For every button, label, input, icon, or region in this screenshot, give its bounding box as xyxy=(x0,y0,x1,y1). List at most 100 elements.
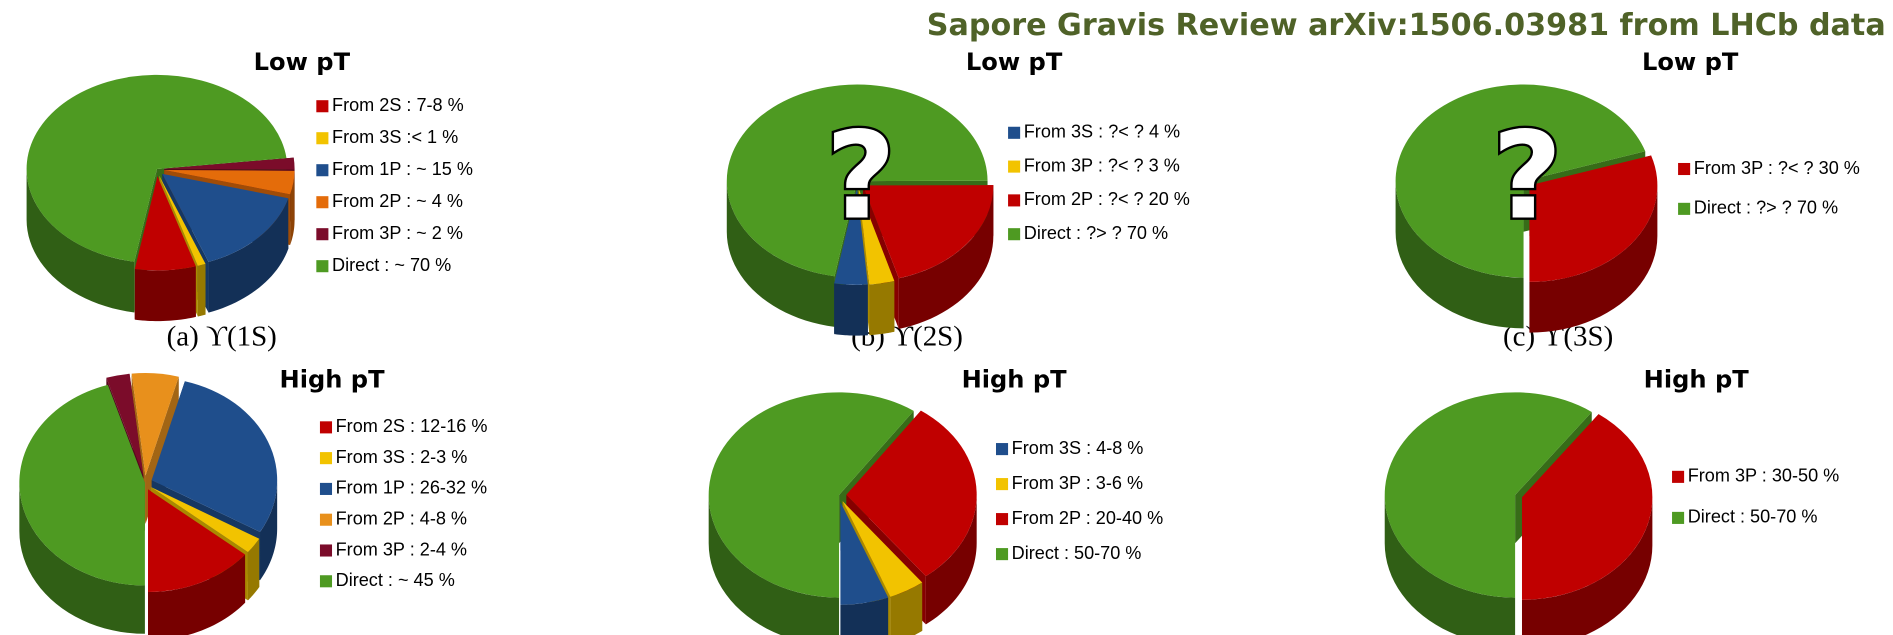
slice-side xyxy=(134,266,196,322)
legend-label: From 1P : ~ 15 % xyxy=(332,159,473,179)
legend-swatch xyxy=(316,260,329,273)
legend-label: Direct : ?> ? 70 % xyxy=(1024,223,1168,243)
legend-swatch xyxy=(319,575,333,588)
legend-swatch xyxy=(319,544,333,557)
chart-title: Low pT xyxy=(1642,48,1739,76)
slice xyxy=(1529,155,1658,282)
slice xyxy=(26,74,287,262)
legend-label: From 2S : 12-16 % xyxy=(336,416,488,436)
slice-side xyxy=(890,582,923,635)
legend-label: From 2S : 7-8 % xyxy=(332,95,464,115)
slice-side xyxy=(925,494,977,625)
legend-swatch xyxy=(316,100,329,113)
slice-side xyxy=(834,283,868,336)
slice-side xyxy=(1521,497,1653,635)
pie-chart xyxy=(1395,84,1658,333)
slice-side xyxy=(1529,185,1658,333)
slice xyxy=(134,176,196,271)
slice-side xyxy=(708,494,840,635)
legend-swatch xyxy=(995,478,1009,491)
slice xyxy=(846,410,977,577)
slice-side xyxy=(898,185,994,329)
legend-label: Direct : 50-70 % xyxy=(1012,543,1142,563)
chart-title: High pT xyxy=(280,365,386,393)
slice xyxy=(151,381,278,532)
slice xyxy=(858,188,895,285)
slice xyxy=(1521,414,1653,600)
legend-swatch xyxy=(1678,162,1691,176)
chart-title: Low pT xyxy=(254,48,351,76)
slice xyxy=(726,84,988,277)
slice xyxy=(164,157,295,170)
slice-side xyxy=(840,597,889,635)
slice xyxy=(842,501,923,597)
legend-label: From 2P : ~ 4 % xyxy=(332,191,463,211)
legend-swatch xyxy=(319,421,333,434)
caption: (a) ϒ(1S) xyxy=(167,320,277,352)
legend-swatch xyxy=(995,513,1009,526)
legend-swatch xyxy=(319,452,333,465)
chart-title: High pT xyxy=(962,365,1068,393)
chart-title: High pT xyxy=(1644,365,1750,393)
slice xyxy=(1384,392,1592,598)
legend-swatch xyxy=(316,132,329,145)
legend-label: From 3P : ~ 2 % xyxy=(332,223,463,243)
legend-label: From 3P : 3-6 % xyxy=(1012,473,1143,493)
legend-swatch xyxy=(1672,470,1685,483)
legend-label: From 2P : 4-8 % xyxy=(336,508,467,528)
slice-side xyxy=(290,170,295,246)
slice xyxy=(148,489,246,593)
pie-chart xyxy=(19,373,278,635)
slice xyxy=(164,169,295,195)
legend-label: From 1P : 26-32 % xyxy=(336,478,488,498)
legend-label: From 2P : ?< ? 20 % xyxy=(1024,189,1190,209)
legend-label: Direct : ~ 45 % xyxy=(336,570,455,590)
slice-side xyxy=(197,263,206,317)
chart-title: Low pT xyxy=(966,48,1063,76)
pie-chart xyxy=(1384,392,1653,635)
slice-side xyxy=(26,169,135,313)
legend-swatch xyxy=(319,513,333,526)
slice xyxy=(708,392,914,598)
slice xyxy=(834,188,868,285)
legend-swatch xyxy=(1008,194,1021,207)
legend-label: From 3P : ?< ? 30 % xyxy=(1694,158,1860,178)
slice-side xyxy=(148,554,246,635)
legend-swatch xyxy=(316,228,329,241)
slice xyxy=(150,487,260,553)
legend-label: From 2P : 20-40 % xyxy=(1012,508,1164,528)
legend-label: From 3S : 2-3 % xyxy=(336,447,468,467)
legend-swatch xyxy=(995,548,1009,561)
slice-side xyxy=(1384,494,1516,635)
legend-swatch xyxy=(316,196,329,209)
legend-label: From 3S : 4-8 % xyxy=(1012,438,1144,458)
slide-title: Sapore Gravis Review arXiv:1506.03981 fr… xyxy=(927,8,1886,43)
pie-chart xyxy=(26,74,295,322)
slice-side xyxy=(869,281,895,336)
slice xyxy=(159,175,206,266)
slice xyxy=(862,185,994,279)
pie-chart xyxy=(708,392,977,635)
legend-swatch xyxy=(995,443,1009,456)
slice-side xyxy=(208,198,289,313)
slice xyxy=(840,502,889,605)
legend-label: From 3P : 2-4 % xyxy=(336,539,467,559)
legend-label: From 3P : ?< ? 3 % xyxy=(1024,155,1180,175)
legend-label: From 3S :< 1 % xyxy=(332,127,458,147)
slice xyxy=(19,384,145,586)
legend-label: From 3S : ?< ? 4 % xyxy=(1024,122,1180,142)
slice xyxy=(106,373,144,476)
legend-swatch xyxy=(1008,126,1021,139)
legend-swatch xyxy=(1678,202,1691,215)
slice-side xyxy=(247,538,260,601)
slice xyxy=(1395,84,1646,278)
legend-label: From 3P : 30-50 % xyxy=(1688,466,1840,486)
legend-swatch xyxy=(319,482,333,495)
slice-side xyxy=(260,480,278,581)
legend-label: Direct : ~ 70 % xyxy=(332,255,451,275)
legend-swatch xyxy=(1008,160,1021,173)
slice-side xyxy=(726,181,835,327)
slice xyxy=(131,373,179,476)
legend-swatch xyxy=(316,164,329,177)
